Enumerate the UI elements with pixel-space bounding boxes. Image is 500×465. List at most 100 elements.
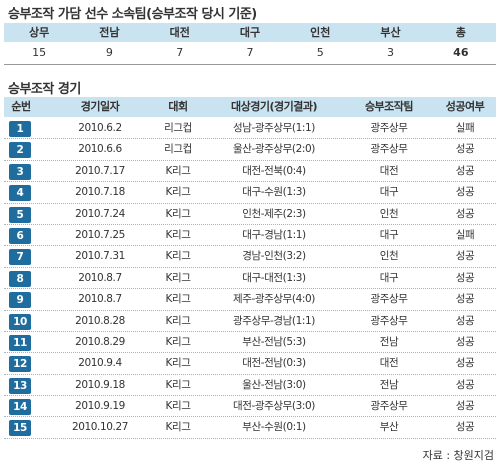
divider bbox=[4, 64, 496, 65]
row-date: 2010.8.7 bbox=[78, 293, 122, 306]
row-number: 11 bbox=[9, 334, 31, 351]
row-date: 2010.7.25 bbox=[75, 228, 125, 241]
header-date: 경기일자 bbox=[80, 100, 120, 113]
row-match: 대전-전남(0:3) bbox=[242, 357, 306, 370]
row-result: 성공 bbox=[455, 271, 475, 284]
row-number: 8 bbox=[9, 270, 31, 287]
row-match: 대구-경남(1:1) bbox=[242, 228, 306, 241]
row-match: 광주상무-경남(1:1) bbox=[232, 314, 316, 327]
row-match: 대전-전북(0:4) bbox=[242, 164, 306, 177]
row-number: 13 bbox=[9, 377, 31, 394]
row-date: 2010.8.7 bbox=[78, 271, 122, 284]
summary-value-row: 15 9 7 7 5 3 46 bbox=[4, 43, 496, 62]
row-match: 대전-광주상무(3:0) bbox=[232, 400, 316, 413]
row-match: 제주-광주상무(4:0) bbox=[232, 293, 316, 306]
table-row: 13 2010.9.18 K리그 울산-전남(3:0) 전남 성공 bbox=[4, 375, 496, 397]
summary-value-cell: 15 bbox=[32, 46, 47, 59]
row-result: 성공 bbox=[455, 400, 475, 413]
summary-header-cell: 총 bbox=[455, 26, 466, 39]
summary-total-cell: 46 bbox=[453, 46, 469, 59]
row-number: 5 bbox=[9, 206, 31, 223]
header-no: 순번 bbox=[11, 100, 31, 113]
row-number: 12 bbox=[9, 356, 31, 373]
row-date: 2010.7.24 bbox=[75, 207, 125, 220]
summary-header-cell: 상무 bbox=[29, 26, 50, 39]
summary-value-cell: 7 bbox=[246, 46, 254, 59]
matches-header-row: 순번 경기일자 대회 대상경기(경기결과) 승부조작팀 성공여부 bbox=[4, 97, 496, 117]
row-match: 울산-광주상무(2:0) bbox=[232, 143, 316, 156]
header-team: 승부조작팀 bbox=[364, 100, 414, 113]
row-competition: K리그 bbox=[165, 207, 191, 220]
row-competition: K리그 bbox=[165, 335, 191, 348]
header-match: 대상경기(경기결과) bbox=[230, 100, 318, 113]
table-row: 5 2010.7.24 K리그 인천-제주(2:3) 인천 성공 bbox=[4, 204, 496, 225]
summary-header-cell: 전남 bbox=[99, 26, 120, 39]
table-row: 10 2010.8.28 K리그 광주상무-경남(1:1) 광주상무 성공 bbox=[4, 311, 496, 332]
row-number: 15 bbox=[9, 420, 31, 437]
row-number: 2 bbox=[9, 142, 31, 159]
row-team: 부산 bbox=[379, 421, 399, 434]
row-competition: 리그컵 bbox=[164, 122, 192, 134]
table-row: 8 2010.8.7 K리그 대구-대전(1:3) 대구 성공 bbox=[4, 268, 496, 290]
row-number: 1 bbox=[9, 121, 31, 137]
summary-header-cell: 대구 bbox=[239, 26, 261, 39]
row-date: 2010.9.18 bbox=[75, 378, 125, 391]
row-result: 성공 bbox=[455, 314, 475, 327]
row-result: 성공 bbox=[455, 207, 475, 220]
matches-table-body: 1 2010.6.2 리그컵 성남-광주상무(1:1) 광주상무 실패 2 2010.6.6 리… bbox=[4, 118, 496, 439]
row-result: 성공 bbox=[455, 164, 475, 177]
row-result: 성공 bbox=[455, 143, 475, 156]
row-competition: K리그 bbox=[165, 378, 191, 391]
row-date: 2010.9.4 bbox=[78, 357, 122, 370]
table-row: 6 2010.7.25 K리그 대구-경남(1:1) 대구 실패 bbox=[4, 225, 496, 247]
row-team: 대구 bbox=[379, 228, 399, 241]
row-date: 2010.10.27 bbox=[71, 421, 129, 434]
table-row: 15 2010.10.27 K리그 부산-수원(0:1) 부산 성공 bbox=[4, 417, 496, 439]
row-number: 3 bbox=[9, 163, 31, 180]
row-number: 14 bbox=[9, 399, 31, 416]
row-match: 대구-대전(1:3) bbox=[242, 271, 306, 284]
row-number: 9 bbox=[9, 292, 31, 309]
row-competition: K리그 bbox=[165, 250, 191, 263]
summary-value-cell: 7 bbox=[176, 46, 184, 59]
row-match: 경남-인천(3:2) bbox=[242, 250, 306, 263]
table-row: 2 2010.6.6 리그컵 울산-광주상무(2:0) 광주상무 성공 bbox=[4, 139, 496, 161]
row-result: 성공 bbox=[455, 378, 475, 391]
matches-title: 승부조작 경기 bbox=[8, 82, 81, 97]
row-team: 대전 bbox=[379, 357, 399, 370]
row-team: 광주상무 bbox=[370, 122, 408, 134]
row-team: 인천 bbox=[379, 250, 399, 263]
summary-value-cell: 9 bbox=[105, 46, 113, 59]
row-competition: K리그 bbox=[165, 228, 191, 241]
row-date: 2010.9.19 bbox=[75, 400, 125, 413]
summary-value-cell: 3 bbox=[387, 46, 395, 59]
row-date: 2010.7.17 bbox=[75, 164, 125, 177]
row-match: 부산-전남(5:3) bbox=[242, 335, 306, 348]
table-row: 3 2010.7.17 K리그 대전-전북(0:4) 대전 성공 bbox=[4, 161, 496, 183]
row-result: 성공 bbox=[455, 293, 475, 306]
header-result: 성공여부 bbox=[445, 100, 485, 113]
row-match: 인천-제주(2:3) bbox=[242, 207, 306, 220]
row-competition: K리그 bbox=[165, 271, 191, 284]
row-competition: K리그 bbox=[165, 314, 191, 327]
row-team: 대구 bbox=[379, 271, 399, 284]
row-competition: K리그 bbox=[165, 293, 191, 306]
row-competition: K리그 bbox=[165, 186, 191, 199]
summary-header-cell: 대전 bbox=[169, 26, 190, 39]
row-team: 대전 bbox=[379, 164, 399, 177]
row-date: 2010.6.6 bbox=[78, 143, 122, 156]
row-competition: K리그 bbox=[165, 400, 191, 413]
table-row: 14 2010.9.19 K리그 대전-광주상무(3:0) 광주상무 성공 bbox=[4, 396, 496, 418]
row-match: 성남-광주상무(1:1) bbox=[232, 122, 316, 134]
header-competition: 대회 bbox=[168, 100, 188, 113]
table-row: 9 2010.8.7 K리그 제주-광주상무(4:0) 광주상무 성공 bbox=[4, 289, 496, 311]
summary-title: 승부조작 가담 선수 소속팀(승부조작 당시 기준) bbox=[8, 7, 257, 22]
row-result: 성공 bbox=[455, 186, 475, 199]
row-team: 인천 bbox=[379, 207, 399, 220]
row-result: 성공 bbox=[455, 357, 475, 370]
table-row: 4 2010.7.18 K리그 대구-수원(1:3) 대구 성공 bbox=[4, 182, 496, 204]
row-match: 부산-수원(0:1) bbox=[242, 421, 306, 434]
row-number: 4 bbox=[9, 185, 31, 202]
table-row: 11 2010.8.29 K리그 부산-전남(5:3) 전남 성공 bbox=[4, 332, 496, 354]
row-match: 대구-수원(1:3) bbox=[242, 186, 306, 199]
